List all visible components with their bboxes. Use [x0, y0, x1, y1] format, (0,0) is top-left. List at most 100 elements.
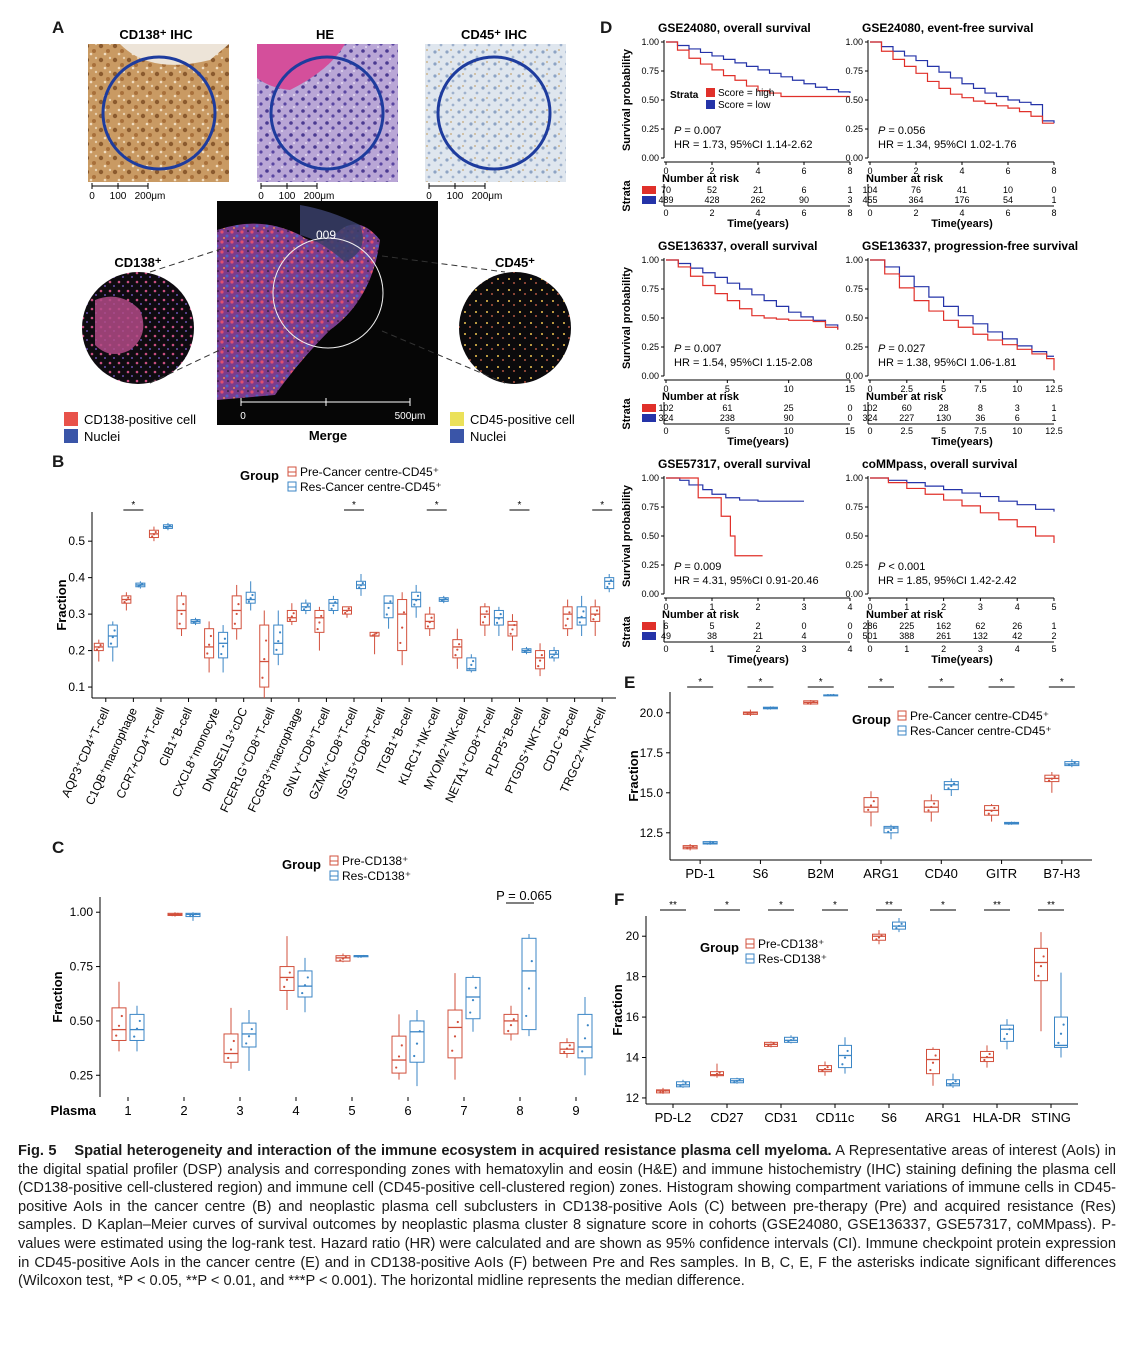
box-point	[141, 582, 144, 586]
y-axis-title: Fraction	[54, 579, 69, 630]
significance-mark: *	[725, 900, 729, 911]
box-res-5	[1004, 821, 1020, 825]
risk-x-tick-label: 2	[709, 208, 714, 218]
x-tick-label: 7	[460, 1103, 467, 1118]
box-pre-1	[121, 592, 132, 611]
ihc-cd45-title: CD45⁺ IHC	[461, 27, 528, 42]
box-point	[826, 1066, 829, 1069]
box-point	[513, 623, 516, 627]
km-y-tick-label: 0.00	[641, 371, 659, 381]
legend-title: Group	[852, 712, 891, 727]
box-point	[151, 535, 154, 538]
box-point	[454, 654, 457, 657]
box-point	[318, 621, 321, 624]
risk-x-tick-label: 0	[663, 426, 668, 436]
km-x-axis-title: Time(years)	[727, 218, 789, 230]
km-hr: HR = 1.34, 95%CI 1.02-1.76	[878, 139, 1017, 151]
box-point	[220, 652, 223, 656]
x-tick-label: 9	[572, 1103, 579, 1118]
box-pre-3	[279, 936, 295, 1011]
box-point	[509, 1024, 513, 1027]
box-point	[530, 960, 533, 963]
box-point	[135, 1027, 139, 1030]
panel-label-c: C	[52, 838, 65, 857]
box-point	[109, 642, 113, 645]
box-point	[821, 1069, 824, 1072]
risk-count-high: 70	[661, 185, 671, 195]
risk-count-high: 1	[847, 185, 852, 195]
box-point	[686, 847, 689, 850]
km-x-tick-label: 8	[847, 166, 852, 176]
box-point	[418, 1030, 421, 1033]
km-y-tick-label: 0.25	[845, 342, 863, 352]
box-point	[949, 1083, 952, 1086]
box-point	[339, 959, 342, 962]
caption-fig-number: Fig. 5	[18, 1143, 57, 1159]
box-point	[1007, 822, 1010, 825]
legend-label: CD138-positive cell	[84, 412, 196, 427]
box-point	[222, 645, 225, 648]
box-body	[259, 624, 270, 688]
risk-x-tick-label: 5	[725, 426, 730, 436]
km-curve-score-low	[870, 477, 1055, 512]
box-pre-7	[1034, 932, 1048, 1032]
box-point	[361, 582, 364, 585]
km-x-tick-label: 4	[1015, 602, 1020, 612]
km-plot-5: coMMpass, overall survival 0.00 0.25 0.50 0.…	[845, 457, 1056, 666]
box-point	[194, 620, 197, 623]
box-point	[344, 611, 347, 615]
risk-count-high: 28	[939, 403, 949, 413]
merge-tissue-region	[217, 223, 380, 400]
box-pre-2	[148, 526, 159, 542]
box-point	[789, 1038, 793, 1042]
risk-count-high: 286	[862, 621, 877, 631]
km-x-axis-title: Time(years)	[931, 654, 993, 666]
x-tick-label: STING	[1031, 1110, 1071, 1125]
x-tick-label: 1	[124, 1103, 131, 1118]
risk-x-tick-label: 12.5	[1045, 426, 1063, 436]
panel-label-f: F	[614, 890, 625, 909]
km-p-text: = 0.009	[681, 561, 721, 573]
km-legend-swatch-low	[706, 100, 715, 109]
risk-count-low: 4	[801, 631, 806, 641]
box-point	[985, 1055, 989, 1059]
box-body	[397, 599, 408, 652]
box-pre-6	[447, 973, 463, 1080]
risk-count-low: 176	[954, 195, 969, 205]
km-p-value: P = 0.007	[674, 125, 721, 137]
y-tick-label: 14	[626, 1051, 640, 1065]
risk-swatch-high	[642, 186, 656, 194]
risk-count-low: 90	[784, 413, 794, 423]
he-roi-circle	[269, 55, 385, 171]
km-y-tick-label: 0.50	[641, 531, 659, 541]
box-point	[192, 621, 195, 624]
risk-count-low: 6	[1015, 413, 1020, 423]
box-res-4	[353, 954, 369, 958]
risk-count-high: 102	[862, 403, 877, 413]
risk-x-tick-label: 10	[784, 426, 794, 436]
box-body	[391, 1035, 407, 1074]
box-point	[444, 597, 447, 600]
box-point	[1070, 762, 1073, 765]
km-y-axis-title: Survival probability	[621, 484, 633, 587]
risk-count-low: 42	[1012, 631, 1022, 641]
box-pre-4	[204, 621, 215, 673]
significance-mark: *	[698, 677, 702, 688]
box-point	[166, 525, 170, 528]
km-title: coMMpass, overall survival	[862, 457, 1017, 471]
box-point	[787, 1040, 790, 1043]
km-x-tick-label: 0	[663, 166, 668, 176]
km-x-tick-label: 10	[1012, 384, 1022, 394]
risk-swatch-high	[642, 404, 656, 412]
box-point	[987, 812, 990, 815]
box-point	[606, 585, 609, 589]
legend-label: Res-Cancer centre-CD45⁺	[300, 480, 442, 494]
y-tick-label: 0.50	[70, 1014, 94, 1028]
km-x-tick-label: 3	[801, 602, 806, 612]
y-axis-title: Fraction	[626, 750, 641, 801]
significance-mark: *	[939, 677, 943, 688]
inset-cd45-image	[459, 272, 571, 384]
km-x-tick-label: 6	[801, 166, 806, 176]
box-point	[706, 842, 709, 845]
box-point	[458, 643, 461, 646]
